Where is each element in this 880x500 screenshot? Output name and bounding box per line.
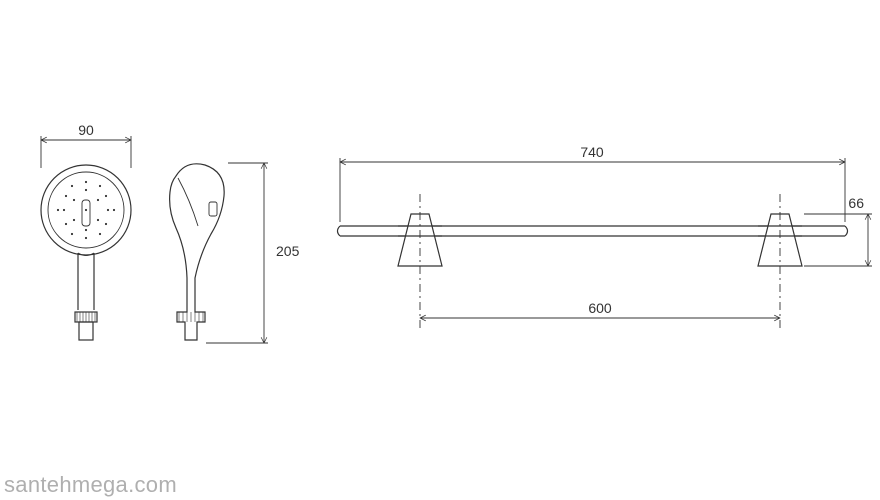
watermark-text: santehmega.com — [4, 472, 177, 498]
technical-drawing-svg: 90 205 — [0, 0, 880, 500]
dim-mount-height — [804, 214, 872, 266]
dim-height-label: 205 — [276, 243, 300, 259]
shower-side-view — [170, 164, 225, 340]
dim-head-width — [41, 136, 131, 168]
dim-head-width-label: 90 — [78, 122, 94, 138]
rail-assembly — [338, 214, 848, 266]
dim-centers-label: 600 — [588, 300, 612, 316]
dim-height — [206, 163, 268, 343]
dim-overall-length — [340, 158, 845, 222]
shower-front-view — [41, 165, 131, 340]
dim-mount-height-label: 66 — [848, 195, 864, 211]
drawing-canvas: 90 205 — [0, 0, 880, 500]
dim-overall-label: 740 — [580, 144, 604, 160]
